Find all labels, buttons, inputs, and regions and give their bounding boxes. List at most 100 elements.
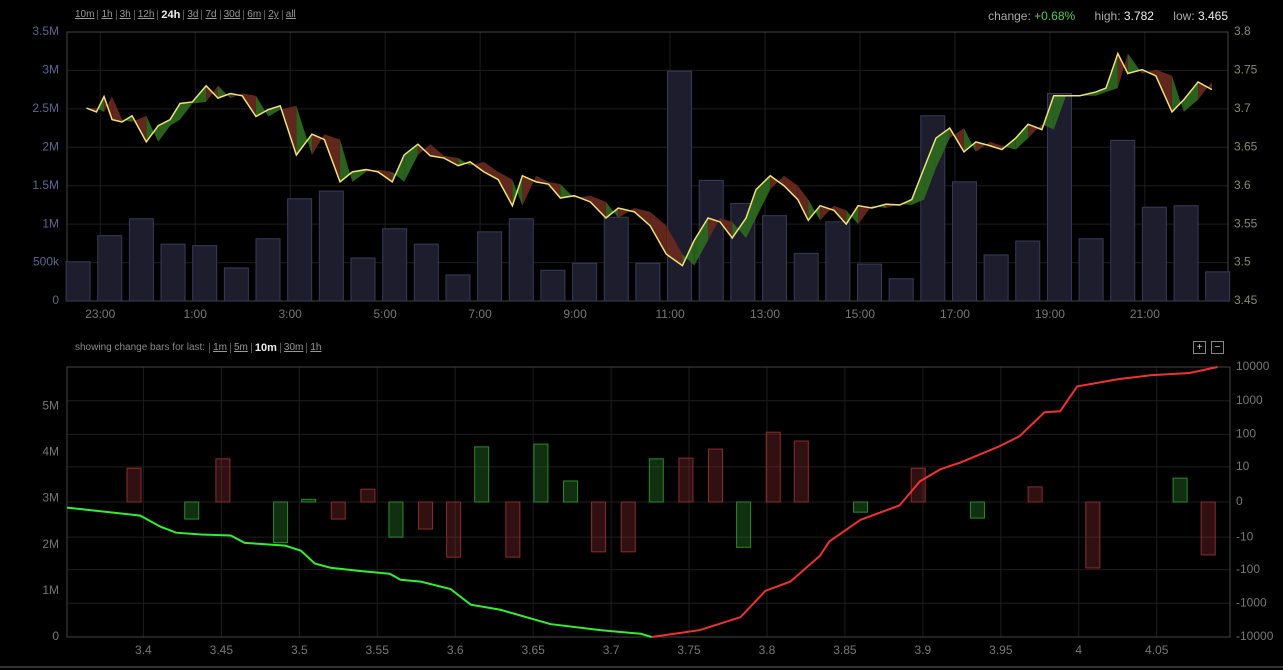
range-option[interactable]: 1h — [97, 10, 115, 20]
volume-bar — [1110, 139, 1136, 302]
change-bar — [1172, 477, 1188, 503]
y-tick-label: 2.5M — [32, 101, 59, 115]
y2-tick-label: 3.7 — [1234, 101, 1251, 115]
period-option[interactable]: 1m — [209, 342, 230, 353]
change-bar — [648, 458, 664, 503]
band-segment — [590, 195, 606, 218]
band-segment — [430, 144, 445, 159]
low-value: 3.465 — [1197, 9, 1228, 23]
volume-bar — [1141, 206, 1167, 302]
band-segment — [1015, 124, 1029, 150]
zoom-in[interactable]: + — [1193, 341, 1206, 354]
volume-bar — [983, 254, 1009, 302]
change-bar — [474, 446, 490, 503]
y-tick-label: 3.5M — [32, 24, 59, 38]
band-segment — [886, 204, 900, 209]
band-segment — [924, 138, 936, 200]
change-bar — [620, 501, 636, 553]
range-option[interactable]: 3h — [115, 10, 134, 20]
period-option[interactable]: 10m — [250, 342, 280, 353]
y-tick-label: 4M — [42, 445, 59, 459]
volume-bar — [223, 267, 249, 302]
volume-bar — [667, 70, 693, 302]
period-option[interactable]: 30m — [279, 342, 306, 353]
volume-bar — [350, 257, 376, 302]
change-bar — [446, 501, 462, 558]
x-tick-label: 3.8 — [759, 643, 776, 657]
change-bar — [505, 501, 521, 558]
volume-bar — [603, 216, 629, 302]
change-bar — [563, 480, 579, 503]
x-tick-label: 7:00 — [468, 307, 492, 321]
range-option[interactable]: 6m — [243, 10, 264, 20]
change-bar — [418, 501, 434, 530]
y-tick-label: 1.5M — [32, 178, 59, 192]
x-tick-label: 3.45 — [210, 643, 234, 657]
range-option[interactable]: all — [281, 10, 299, 20]
range-option[interactable]: 30d — [219, 10, 244, 20]
volume-bar — [1078, 238, 1104, 302]
change-bar — [736, 501, 752, 548]
change-bar — [533, 443, 549, 503]
band-segment — [605, 201, 619, 218]
y2-tick-label: 3.8 — [1234, 24, 1251, 38]
change-bar — [591, 501, 607, 553]
y-tick-label: 3M — [42, 63, 59, 77]
range-option[interactable]: 7d — [201, 10, 219, 20]
period-option[interactable]: 5m — [229, 342, 251, 353]
volume-bar — [540, 269, 566, 302]
change-bar — [793, 440, 809, 503]
x-tick-label: 3.5 — [291, 643, 308, 657]
band-segment — [560, 184, 575, 199]
change-bar — [910, 467, 926, 503]
range-option[interactable]: 12h — [133, 10, 158, 20]
band-segment — [990, 141, 1002, 150]
range-option[interactable]: 10m — [75, 9, 95, 20]
y-tick-label: 5M — [42, 398, 59, 412]
volume-bar — [318, 190, 344, 302]
x-tick-label: 17:00 — [940, 307, 970, 321]
volume-bar — [825, 221, 851, 302]
band-segment — [935, 128, 950, 169]
y2-tick-label: 10000 — [1236, 359, 1270, 373]
band-segment — [458, 158, 471, 166]
range-option[interactable]: 2y — [264, 10, 282, 20]
y-tick-label: 0 — [52, 629, 59, 643]
bottom-rule — [0, 666, 1283, 668]
band-segment — [522, 175, 537, 206]
volume-bar — [793, 252, 819, 302]
change-label: change: — [988, 9, 1031, 23]
volume-bar — [730, 202, 756, 302]
x-tick-label: 3.4 — [135, 643, 152, 657]
range-selector: 10m 1h 3h 12h 24h 3d 7d 30d 6m 2y all — [72, 9, 299, 21]
range-option[interactable]: 3d — [183, 10, 201, 20]
volume-bar — [572, 262, 598, 302]
zoom-out[interactable]: − — [1211, 341, 1224, 354]
band-segment — [1117, 53, 1128, 89]
x-tick-label: 3.6 — [447, 643, 464, 657]
volume-bar — [1173, 205, 1199, 302]
volume-bar — [508, 218, 534, 302]
band-segment — [498, 171, 513, 206]
period-option[interactable]: 1h — [306, 342, 324, 353]
change-bar — [360, 488, 376, 503]
band-segment — [746, 189, 757, 238]
y-tick-label: 1M — [42, 583, 59, 597]
band-segment — [312, 134, 325, 155]
y2-tick-label: 3.6 — [1234, 178, 1251, 192]
y2-tick-label: -10000 — [1236, 629, 1274, 643]
change-bar — [330, 501, 346, 520]
x-tick-label: 3.75 — [677, 643, 701, 657]
band-segment — [170, 103, 181, 126]
y-tick-label: 3M — [42, 491, 59, 505]
y-tick-label: 500k — [33, 255, 60, 269]
y2-tick-label: 3.5 — [1234, 255, 1251, 269]
y2-tick-label: -1000 — [1236, 595, 1267, 609]
chart-volume-price: 23:00 1:00 3:00 5:00 7:00 9:00 11:00 13:00 15:00… — [32, 24, 1257, 321]
depth-line — [651, 366, 1218, 638]
x-tick-label: 5:00 — [373, 307, 397, 321]
band-segment — [808, 199, 821, 221]
range-option[interactable]: 24h — [157, 10, 183, 21]
